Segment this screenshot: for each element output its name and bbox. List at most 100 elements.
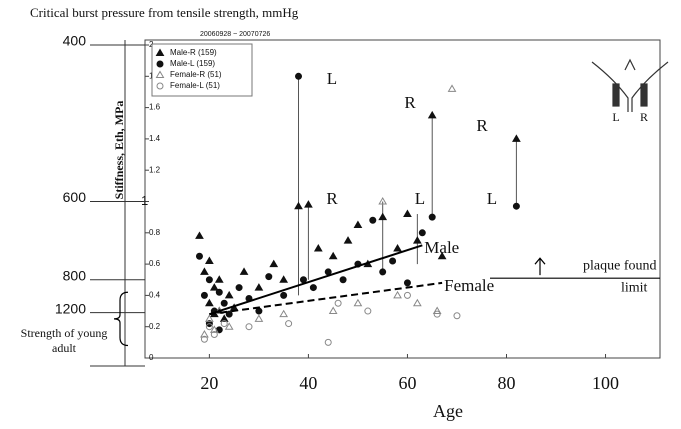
x-tick-label: 100 bbox=[592, 373, 619, 393]
trend-line bbox=[209, 281, 443, 316]
data-point bbox=[205, 323, 213, 331]
trend-label: Male bbox=[424, 238, 459, 257]
data-point bbox=[304, 200, 313, 208]
data-point bbox=[309, 284, 317, 292]
data-point bbox=[200, 267, 209, 275]
y-tick-label: 0.2 bbox=[149, 322, 161, 331]
data-point bbox=[209, 325, 219, 333]
data-point bbox=[295, 72, 303, 80]
data-point bbox=[285, 320, 293, 328]
y-tick-label: 0.8 bbox=[149, 228, 161, 237]
data-point bbox=[378, 212, 388, 221]
data-point bbox=[418, 229, 426, 237]
legend-marker bbox=[155, 70, 165, 78]
data-point bbox=[403, 291, 411, 299]
x-tick-label: 80 bbox=[497, 373, 515, 393]
data-point bbox=[379, 268, 387, 276]
legend-marker bbox=[155, 48, 165, 56]
inset-arrow bbox=[624, 58, 636, 71]
y-tick-label: 0.4 bbox=[149, 291, 161, 300]
x-tick-label: 40 bbox=[299, 373, 317, 393]
data-point bbox=[324, 338, 332, 346]
data-point bbox=[412, 298, 422, 307]
legend-label: Female-R (51) bbox=[170, 70, 222, 79]
data-point bbox=[328, 306, 338, 315]
side-annotation: L bbox=[415, 189, 425, 208]
data-point bbox=[195, 231, 204, 239]
legend-label: Female-L (51) bbox=[170, 81, 220, 90]
y-tick-label: 1 bbox=[141, 193, 148, 208]
y2-tick-label: 400 bbox=[63, 33, 87, 49]
limit-arrow bbox=[534, 257, 546, 276]
data-point bbox=[195, 252, 203, 260]
data-point bbox=[512, 134, 521, 142]
data-point bbox=[393, 290, 402, 299]
data-point bbox=[255, 307, 263, 315]
data-point bbox=[205, 256, 214, 264]
side-annotation: R bbox=[404, 93, 416, 112]
data-point bbox=[313, 243, 323, 252]
data-point bbox=[205, 298, 214, 307]
young-adult-brace bbox=[113, 291, 129, 347]
data-point bbox=[343, 236, 353, 244]
data-point bbox=[200, 291, 208, 299]
y-tick-label: 0.6 bbox=[149, 259, 161, 268]
y-axis-label: Stiffness, Eth, MPa bbox=[112, 101, 126, 200]
subtitle: 20060928 ~ 20070726 bbox=[200, 31, 270, 38]
data-point bbox=[339, 276, 347, 284]
legend-marker bbox=[156, 60, 164, 68]
side-annotation: R bbox=[326, 189, 338, 208]
data-point bbox=[280, 291, 288, 299]
data-point bbox=[245, 323, 253, 331]
data-point bbox=[269, 259, 279, 268]
legend-label: Male-R (159) bbox=[170, 48, 217, 57]
data-point bbox=[393, 243, 402, 252]
inset-artery bbox=[640, 83, 648, 107]
data-point bbox=[389, 257, 397, 265]
data-point bbox=[427, 110, 437, 119]
plot-frame bbox=[144, 39, 661, 359]
data-point bbox=[239, 267, 249, 275]
data-point bbox=[433, 310, 441, 318]
limit-label: limit bbox=[621, 280, 648, 295]
data-point bbox=[369, 216, 377, 224]
legend-label: Male-L (159) bbox=[170, 59, 215, 68]
side-annotation: L bbox=[487, 189, 497, 208]
data-point bbox=[428, 213, 436, 221]
young-adult-label: Strength of young bbox=[21, 326, 108, 340]
inset-vessel bbox=[631, 61, 669, 112]
y-tick-label: 1.4 bbox=[149, 134, 161, 143]
data-point bbox=[265, 273, 273, 281]
data-point bbox=[334, 299, 342, 307]
data-point bbox=[224, 290, 234, 299]
legend-marker bbox=[156, 82, 164, 90]
data-point bbox=[279, 309, 289, 318]
y2-tick-label: 600 bbox=[63, 189, 87, 205]
trend-line bbox=[209, 244, 423, 316]
data-point bbox=[403, 209, 412, 218]
data-point bbox=[205, 276, 213, 284]
x-tick-label: 60 bbox=[398, 373, 416, 393]
data-point bbox=[447, 84, 457, 92]
data-point bbox=[432, 306, 442, 315]
trend-label: Female bbox=[444, 276, 494, 295]
data-point bbox=[215, 288, 223, 296]
data-point bbox=[412, 236, 422, 244]
data-point bbox=[254, 314, 264, 322]
legend-box bbox=[151, 43, 253, 97]
data-point bbox=[299, 276, 307, 284]
side-annotation: R bbox=[476, 116, 488, 135]
side-annotation: L bbox=[327, 69, 337, 88]
x-tick-label: 20 bbox=[200, 373, 218, 393]
data-point bbox=[364, 307, 372, 315]
data-point bbox=[225, 310, 233, 318]
data-point bbox=[209, 283, 219, 291]
inset-vessel bbox=[591, 61, 629, 112]
y-tick-label: 1.6 bbox=[149, 103, 161, 112]
data-point bbox=[200, 335, 208, 343]
data-point bbox=[353, 298, 363, 307]
young-adult-label: adult bbox=[52, 341, 77, 355]
data-point bbox=[200, 330, 209, 338]
limit-label: plaque found bbox=[583, 258, 656, 273]
